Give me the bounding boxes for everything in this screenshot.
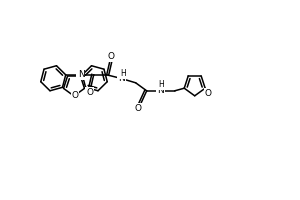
Text: O: O bbox=[134, 104, 141, 113]
Text: N: N bbox=[78, 70, 85, 79]
Text: H: H bbox=[158, 80, 164, 89]
Text: H: H bbox=[77, 69, 82, 78]
Text: H: H bbox=[120, 69, 126, 78]
Text: O: O bbox=[71, 90, 79, 99]
Text: O: O bbox=[205, 89, 212, 98]
Text: O: O bbox=[107, 52, 114, 61]
Text: N: N bbox=[118, 74, 125, 83]
Text: N: N bbox=[157, 86, 164, 95]
Text: O: O bbox=[86, 88, 93, 97]
